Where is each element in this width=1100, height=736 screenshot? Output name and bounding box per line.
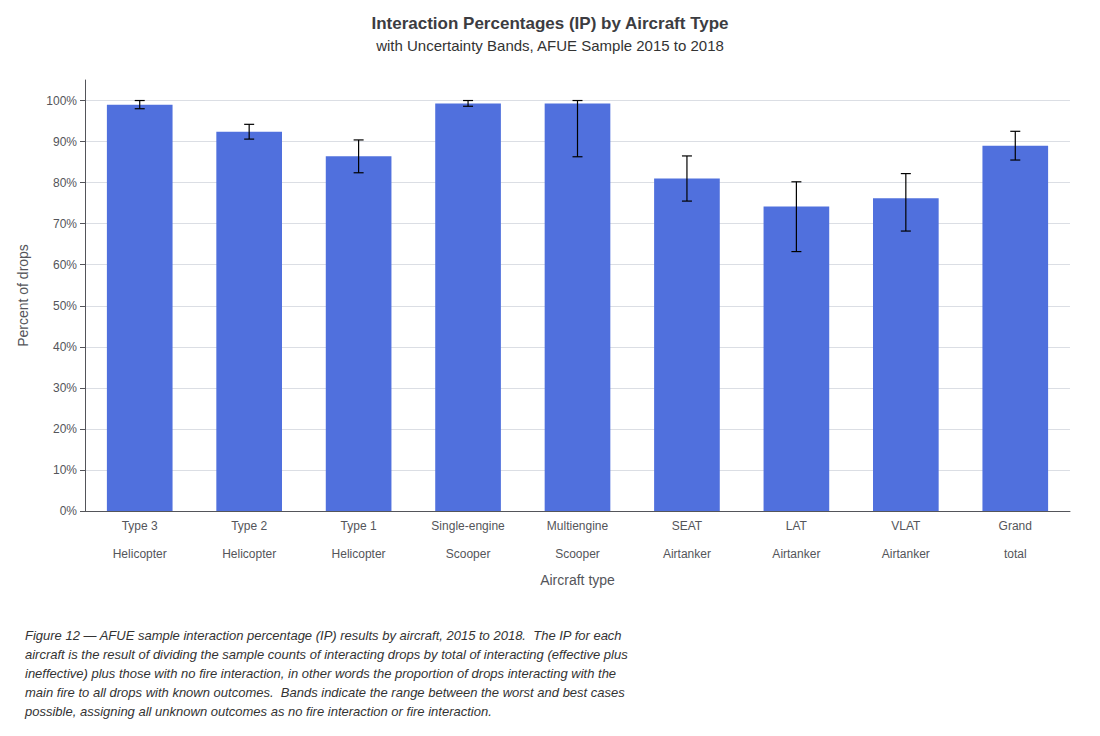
svg-text:70%: 70%: [53, 217, 77, 231]
svg-text:80%: 80%: [53, 176, 77, 190]
svg-text:ineffective) plus those with n: ineffective) plus those with no fire int…: [25, 666, 616, 681]
svg-text:Airtanker: Airtanker: [882, 547, 930, 561]
svg-text:possible, assigning all unknow: possible, assigning all unknown outcomes…: [24, 704, 492, 719]
svg-text:50%: 50%: [53, 299, 77, 313]
svg-text:main fire to all drops with kn: main fire to all drops with known outcom…: [25, 685, 625, 700]
svg-text:Scooper: Scooper: [555, 547, 600, 561]
svg-text:SEAT: SEAT: [672, 519, 703, 533]
svg-text:90%: 90%: [53, 135, 77, 149]
svg-text:Helicopter: Helicopter: [332, 547, 386, 561]
svg-text:aircraft is the result of divi: aircraft is the result of dividing the s…: [25, 647, 628, 662]
svg-text:Multiengine: Multiengine: [547, 519, 609, 533]
svg-text:Percent of drops: Percent of drops: [15, 244, 31, 347]
svg-text:40%: 40%: [53, 340, 77, 354]
svg-text:Aircraft type: Aircraft type: [540, 572, 615, 588]
svg-text:Interaction Percentages (IP) b: Interaction Percentages (IP) by Aircraft…: [371, 14, 728, 33]
svg-text:Helicopter: Helicopter: [113, 547, 167, 561]
svg-text:Scooper: Scooper: [446, 547, 491, 561]
svg-text:10%: 10%: [53, 463, 77, 477]
svg-text:Figure 12 — AFUE sample intera: Figure 12 — AFUE sample interaction perc…: [25, 628, 622, 643]
svg-text:Type 1: Type 1: [341, 519, 377, 533]
svg-text:Helicopter: Helicopter: [222, 547, 276, 561]
svg-text:total: total: [1004, 547, 1027, 561]
svg-text:LAT: LAT: [786, 519, 808, 533]
svg-text:Type 2: Type 2: [231, 519, 267, 533]
svg-text:0%: 0%: [60, 504, 78, 518]
svg-text:Airtanker: Airtanker: [663, 547, 711, 561]
svg-text:100%: 100%: [46, 94, 77, 108]
svg-text:30%: 30%: [53, 381, 77, 395]
svg-text:Airtanker: Airtanker: [772, 547, 820, 561]
svg-text:with Uncertainty Bands, AFUE S: with Uncertainty Bands, AFUE Sample 2015…: [375, 37, 724, 54]
svg-text:Single-engine: Single-engine: [431, 519, 505, 533]
svg-text:Grand: Grand: [999, 519, 1032, 533]
svg-text:60%: 60%: [53, 258, 77, 272]
svg-text:20%: 20%: [53, 422, 77, 436]
svg-text:Type 3: Type 3: [122, 519, 158, 533]
svg-text:VLAT: VLAT: [891, 519, 921, 533]
